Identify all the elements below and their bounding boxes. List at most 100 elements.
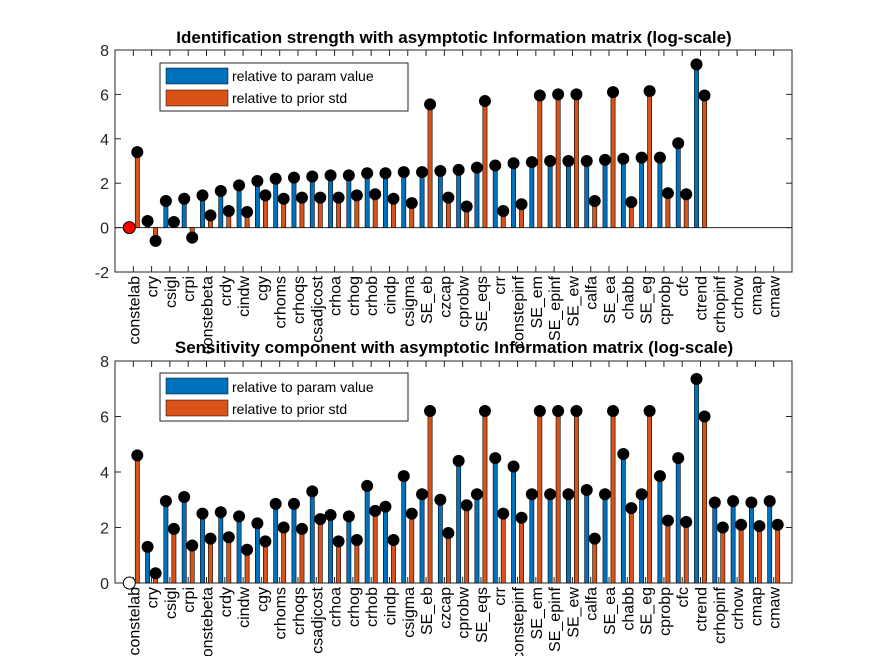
x-tick-label: crhob (364, 587, 381, 627)
stem-marker (434, 164, 447, 177)
x-tick-label: SE_eg (639, 276, 656, 324)
stem-marker (497, 507, 510, 520)
x-tick-label: csigl (163, 587, 180, 619)
stem-bar (427, 104, 433, 228)
stem-marker (350, 189, 363, 202)
stem-bar (456, 169, 462, 228)
stem-marker (141, 540, 154, 553)
x-tick-label: SE_ew (565, 276, 582, 327)
stem-bar (273, 503, 279, 584)
stem-marker (470, 488, 483, 501)
x-tick-label: cmap (748, 276, 765, 315)
stem-bar (474, 167, 480, 228)
stem-bar (675, 142, 681, 228)
x-tick-label: cmap (748, 587, 765, 626)
stem-marker (708, 496, 721, 509)
x-tick-label: crhoa (328, 276, 345, 316)
x-tick-label: cprobw (456, 587, 473, 639)
x-tick-label: chabb (620, 587, 637, 631)
stem-bar (529, 493, 535, 584)
x-tick-label: czcap (437, 276, 454, 318)
stem-marker (680, 188, 693, 201)
stem-marker (332, 535, 345, 548)
stem-bar (574, 94, 579, 228)
stem-marker (580, 155, 593, 167)
stem-marker (763, 495, 776, 508)
stem-marker (607, 86, 620, 99)
stem-marker (625, 196, 638, 209)
x-tick-label: cry (145, 587, 162, 608)
x-tick-label: csadjcost (309, 586, 326, 653)
stem-marker (222, 531, 235, 544)
stem-marker (599, 488, 612, 501)
legend-swatch-param-value (165, 67, 229, 85)
stem-marker (599, 153, 612, 166)
stem-bar (364, 485, 370, 584)
x-tick-label: SE_ea (602, 587, 619, 635)
stem-bar (456, 460, 462, 584)
y-tick-label: 0 (100, 221, 109, 238)
stem-bar (702, 95, 707, 228)
stem-marker (745, 496, 758, 509)
stem-marker (653, 470, 666, 483)
stem-marker (251, 517, 264, 530)
stem-marker (387, 192, 400, 205)
y-tick-label: 6 (100, 87, 109, 104)
stem-bar (683, 521, 689, 584)
stem-bar (445, 532, 451, 584)
stem-marker (635, 151, 648, 164)
stem-marker (525, 156, 538, 169)
x-tick-label: crpi (181, 276, 198, 302)
stem-bar (401, 171, 407, 228)
x-tick-label: SE_em (529, 276, 546, 328)
x-tick-label: crdy (218, 587, 235, 617)
stem-marker (259, 535, 272, 548)
stem-bar (602, 159, 608, 228)
x-tick-label: cgy (254, 587, 271, 612)
stem-bar (749, 502, 754, 584)
x-tick-label: SE_epinf (547, 275, 564, 340)
stem-marker (369, 504, 382, 517)
stem-bar (236, 185, 242, 228)
stem-marker (625, 502, 638, 515)
y-tick-label: 4 (100, 132, 109, 149)
x-tick-label: ctrend (694, 276, 711, 320)
stem-marker (178, 490, 191, 503)
stem-marker (269, 497, 282, 510)
stem-bar (364, 172, 370, 228)
stem-bar (537, 95, 543, 228)
stem-marker (295, 191, 308, 204)
x-tick-label: crr (492, 275, 509, 294)
x-tick-label: cprobp (657, 587, 674, 636)
stem-marker (771, 518, 784, 531)
stem-marker (332, 191, 345, 204)
stem-marker (452, 163, 465, 176)
stem-bar (757, 525, 762, 584)
stem-marker (306, 485, 319, 498)
stem-marker (552, 88, 565, 101)
x-tick-label: cindp (382, 276, 399, 314)
stem-marker (167, 216, 180, 229)
stem-bar (584, 489, 590, 584)
x-tick-label: chabb (620, 276, 637, 320)
stem-marker (727, 495, 740, 508)
stem-marker (141, 214, 154, 227)
x-tick-label: csigma (401, 587, 418, 638)
stem-marker (424, 98, 437, 111)
x-tick-label: crhob (364, 276, 381, 316)
x-tick-label: crr (492, 586, 509, 605)
stem-marker (204, 209, 217, 222)
stem-marker (533, 404, 546, 417)
stem-marker (672, 452, 685, 465)
identification-strength-panel: Identification strength with asymptotic … (95, 28, 793, 354)
stem-marker (387, 533, 400, 546)
stem-marker (507, 157, 520, 170)
stem-marker (324, 169, 337, 182)
stem-bar (492, 457, 498, 584)
y-tick-label: 4 (100, 465, 109, 482)
x-tick-label: cprobw (456, 276, 473, 328)
x-tick-label: cgy (254, 276, 271, 301)
stem-marker (562, 155, 575, 167)
stem-marker (497, 204, 510, 217)
axes-box (114, 49, 793, 273)
